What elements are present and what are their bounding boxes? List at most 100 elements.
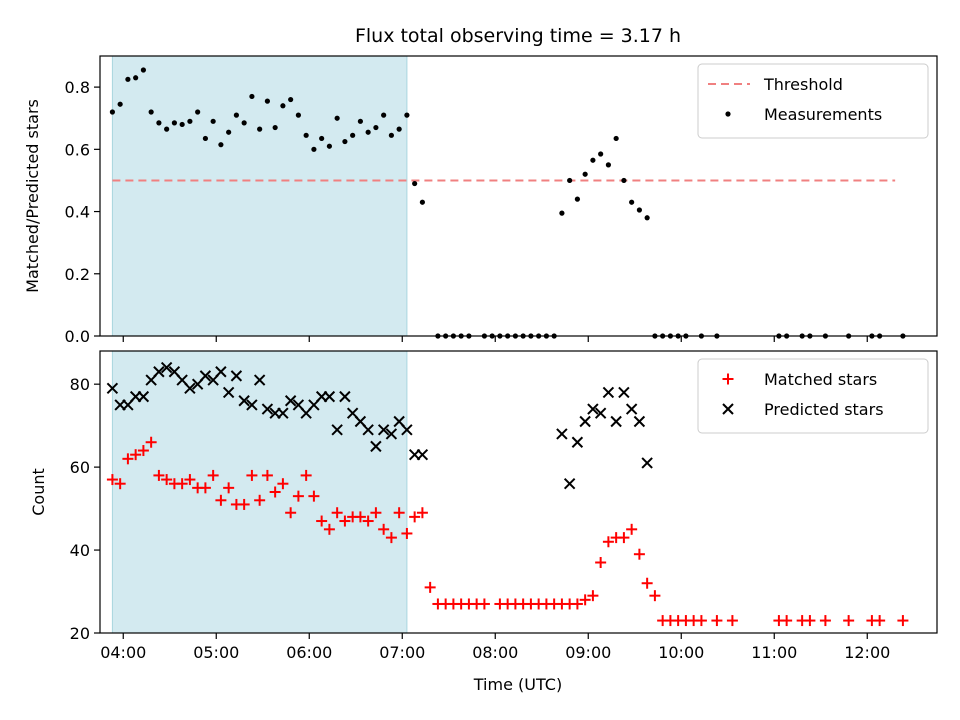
bottom-y-tick-label: 40 xyxy=(70,541,90,560)
x-tick-label: 07:00 xyxy=(379,643,425,662)
x-tick-label: 11:00 xyxy=(751,643,797,662)
top-point-1-31 xyxy=(350,132,356,138)
top-legend-label: Measurements xyxy=(764,105,882,124)
bottom-legend-swatch xyxy=(722,403,734,415)
top-point-1-37 xyxy=(396,126,402,132)
top-point-1-22 xyxy=(280,103,286,109)
bottom-point-1-41-b xyxy=(556,428,568,440)
top-point-1-65 xyxy=(629,199,635,205)
bottom-point-0-13 xyxy=(207,469,219,481)
bottom-point-1-15 xyxy=(222,386,235,399)
bottom-point-0-81 xyxy=(804,615,816,627)
bottom-point-1-34 xyxy=(370,440,382,453)
top-point-1-34 xyxy=(373,124,379,131)
bottom-point-0-34 xyxy=(370,507,382,519)
x-tick-label: 06:00 xyxy=(286,643,332,662)
bottom-point-0-67 xyxy=(633,548,645,560)
bottom-point-1-46 xyxy=(594,407,607,419)
top-point-1-14 xyxy=(218,142,224,148)
bottom-point-0-32 xyxy=(354,511,366,523)
bottom-point-0-23 xyxy=(285,507,297,519)
bottom-point-1-14 xyxy=(215,366,227,378)
top-point-1-24 xyxy=(295,112,301,118)
bottom-point-1-20 xyxy=(261,403,274,415)
bottom-point-0-22 xyxy=(277,478,289,490)
x-tick-label: 12:00 xyxy=(844,643,890,662)
bottom-point-1-31-b xyxy=(346,407,359,419)
top-point-1-58 xyxy=(574,196,581,202)
top-point-1-12 xyxy=(202,135,208,142)
bottom-point-0-75 xyxy=(695,615,707,627)
top-point-1-8 xyxy=(171,120,177,126)
bottom-point-1-40 xyxy=(416,448,429,461)
top-y-axis-label: Matched/Predicted stars xyxy=(23,99,42,293)
top-point-1-4 xyxy=(140,67,146,73)
bottom-point-1-47 xyxy=(602,386,615,399)
bottom-point-0-26 xyxy=(308,490,320,502)
bottom-point-0-4 xyxy=(137,445,149,457)
bottom-point-1-49-b xyxy=(618,386,630,399)
bottom-point-0-86 xyxy=(897,615,909,627)
bottom-point-0-63 xyxy=(602,536,614,548)
bottom-point-0-36 xyxy=(385,532,397,544)
bottom-point-1-19 xyxy=(253,374,266,386)
top-point-1-67 xyxy=(644,215,650,221)
top-point-1-7 xyxy=(164,126,170,132)
bottom-point-0-39 xyxy=(409,511,421,523)
top-panel: Flux total observing time = 3.17 h 0.00.… xyxy=(23,25,938,346)
bottom-point-0-6 xyxy=(153,469,165,481)
bottom-point-1-52-b xyxy=(641,457,653,469)
bottom-point-0-33 xyxy=(362,515,374,527)
x-tick-label: 10:00 xyxy=(658,643,704,662)
top-point-1-3 xyxy=(133,75,139,81)
top-legend: Threshold Measurements xyxy=(697,63,929,139)
bottom-point-1-33-b xyxy=(362,424,374,436)
bottom-point-0-29 xyxy=(331,507,343,519)
bottom-point-1-37-b xyxy=(393,415,405,428)
bottom-point-0-41 xyxy=(424,581,436,593)
top-point-1-0 xyxy=(109,109,115,115)
bottom-point-1-17 xyxy=(238,395,250,407)
bottom-y-tick-label: 60 xyxy=(70,458,90,477)
bottom-point-0-20 xyxy=(261,469,273,481)
bottom-point-1-28-b xyxy=(323,390,336,403)
bottom-point-0-37 xyxy=(393,507,405,519)
top-point-1-11 xyxy=(195,109,201,115)
bottom-point-1-8-b xyxy=(168,366,181,378)
top-point-1-23 xyxy=(288,96,294,103)
top-point-1-1 xyxy=(117,101,123,107)
bottom-point-1-17-b xyxy=(238,395,250,407)
bottom-point-1-14-b xyxy=(215,366,227,378)
bottom-legend: Matched stars Predicted stars xyxy=(697,358,929,434)
bottom-point-1-4-b xyxy=(137,390,150,403)
top-point-1-13 xyxy=(210,118,216,124)
bottom-point-0-2 xyxy=(122,453,134,465)
top-point-1-21 xyxy=(272,124,278,131)
bottom-point-0-17 xyxy=(238,498,250,510)
bottom-point-0-18 xyxy=(246,469,258,481)
top-point-1-20 xyxy=(264,98,270,104)
bottom-point-1-42 xyxy=(563,477,576,490)
bottom-point-0-14 xyxy=(215,494,227,506)
bottom-point-1-34-b xyxy=(370,440,382,453)
top-point-1-15 xyxy=(226,129,232,135)
top-point-1-19 xyxy=(257,126,263,132)
top-point-1-56 xyxy=(559,210,565,216)
bottom-point-1-35-b xyxy=(377,424,390,436)
top-point-1-10 xyxy=(187,118,193,124)
top-point-1-5 xyxy=(148,109,154,115)
bottom-point-0-24 xyxy=(292,490,304,502)
top-point-1-63 xyxy=(613,135,619,142)
bottom-point-1-28 xyxy=(323,390,336,403)
top-y-tick-label: 0.6 xyxy=(65,140,90,159)
bottom-point-1-12-b xyxy=(199,370,212,382)
bottom-series-cross xyxy=(106,361,653,490)
top-point-1-16 xyxy=(233,112,239,118)
top-point-1-62 xyxy=(605,162,612,168)
bottom-point-1-7 xyxy=(160,361,173,374)
bottom-point-1-16-b xyxy=(230,370,243,382)
bottom-point-0-12 xyxy=(199,482,211,494)
bottom-point-1-23-b xyxy=(284,395,297,407)
bottom-point-0-10 xyxy=(184,474,196,486)
bottom-point-1-7-b xyxy=(160,361,173,374)
